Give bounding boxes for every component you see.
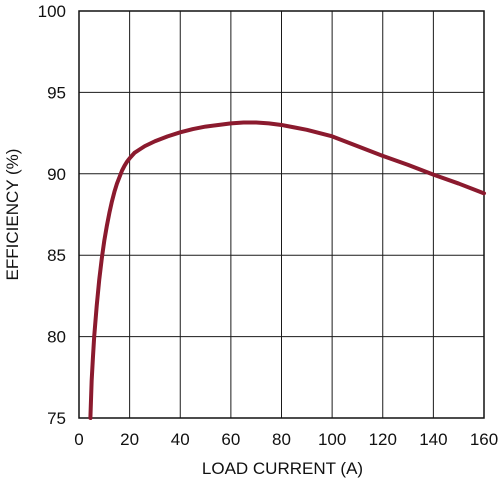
y-tick-label-95: 95 — [47, 83, 66, 102]
y-axis-label: EFFICIENCY (%) — [3, 149, 22, 281]
x-tick-label-60: 60 — [221, 430, 240, 449]
plot-frame — [78, 10, 485, 419]
x-tick-label-20: 20 — [120, 430, 139, 449]
y-tick-label-75: 75 — [47, 409, 66, 428]
y-tick-labels: 75 80 85 90 95 100 — [38, 2, 66, 428]
x-tick-label-0: 0 — [74, 430, 83, 449]
x-tick-label-140: 140 — [419, 430, 447, 449]
series-line-0 — [88, 120, 486, 420]
plot-border — [78, 10, 485, 419]
series-layer — [88, 120, 486, 420]
y-tick-label-100: 100 — [38, 2, 66, 21]
x-tick-label-100: 100 — [318, 430, 346, 449]
x-tick-label-160: 160 — [470, 430, 498, 449]
x-tick-label-80: 80 — [272, 430, 291, 449]
y-tick-label-85: 85 — [47, 246, 66, 265]
x-tick-label-40: 40 — [171, 430, 190, 449]
x-tick-label-120: 120 — [369, 430, 397, 449]
y-tick-label-80: 80 — [47, 328, 66, 347]
y-tick-label-90: 90 — [47, 165, 66, 184]
x-axis-label: LOAD CURRENT (A) — [202, 459, 363, 478]
grid-lines — [78, 10, 485, 419]
x-tick-labels: 0 20 40 60 80 100 120 140 160 — [74, 430, 498, 449]
